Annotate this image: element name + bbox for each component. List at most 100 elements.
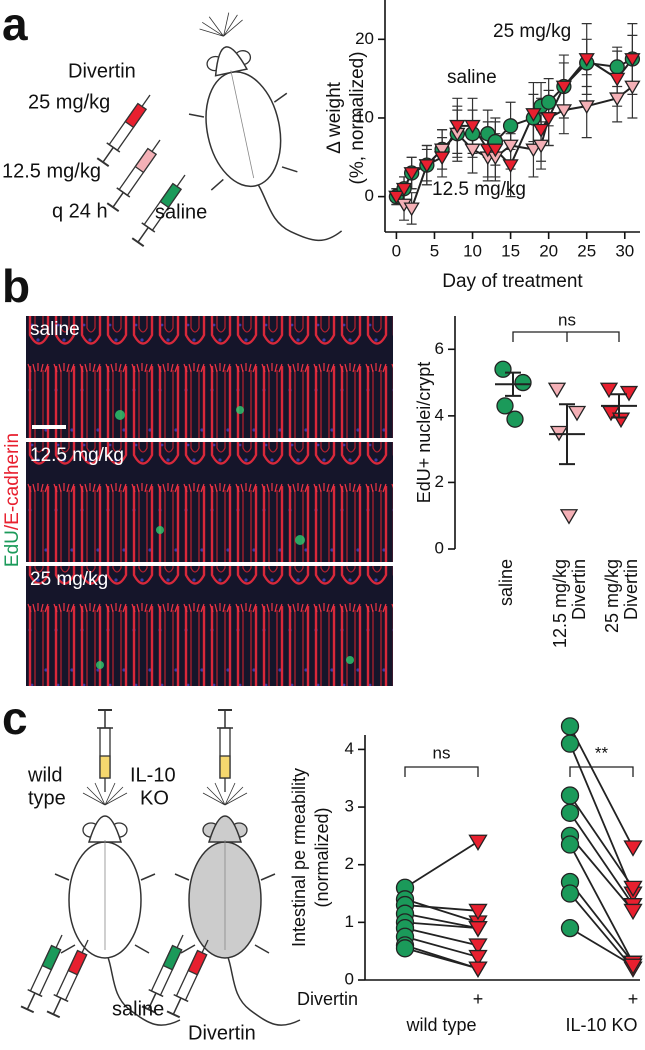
data-point <box>468 903 488 921</box>
data-point <box>468 921 488 938</box>
x-axis-label: Divertin <box>297 989 358 1009</box>
significance-label: ns <box>558 310 576 329</box>
data-point <box>560 786 580 805</box>
data-point <box>624 80 641 95</box>
pair-line <box>569 881 634 964</box>
data-point <box>506 410 524 428</box>
error-bar <box>611 393 627 419</box>
dose-label: 25 mg/kg <box>28 91 110 113</box>
y-tick-label: 1 <box>345 912 354 931</box>
data-point <box>560 835 580 854</box>
x-tick-label: 20 <box>539 241 558 260</box>
pair-line <box>569 927 634 967</box>
data-point <box>578 53 595 67</box>
data-point <box>494 360 512 378</box>
data-point <box>560 717 580 736</box>
x-tick-label: 10 <box>463 241 482 260</box>
dose-label: 12.5 mg/kg <box>2 160 101 182</box>
x-tick-label: 5 <box>430 241 439 260</box>
data-point <box>609 92 626 107</box>
pair-line <box>569 812 634 906</box>
data-point <box>464 143 481 158</box>
x-tick-label: 25 mg/kg <box>602 559 622 633</box>
y-tick-label: 3 <box>345 797 354 816</box>
treatment-label: + <box>628 989 639 1009</box>
stain-ecad: /E-cadherin <box>2 433 23 530</box>
pair-line <box>404 904 479 912</box>
y-axis-label: (normalized) <box>312 807 332 907</box>
y-tick-label: 2 <box>345 854 354 873</box>
error-bar <box>559 403 575 466</box>
pair-line <box>569 795 634 889</box>
y-tick-label: 4 <box>435 405 444 424</box>
data-point <box>468 938 488 955</box>
image-label: saline <box>30 319 80 340</box>
data-point <box>623 880 643 898</box>
data-point <box>559 509 579 525</box>
x-tick-label: 30 <box>615 241 634 260</box>
data-point <box>449 119 466 134</box>
data-point <box>560 734 580 753</box>
data-point <box>623 958 643 975</box>
data-point <box>433 151 451 166</box>
strain-label: IL-10 <box>130 764 176 786</box>
illustration-c <box>19 709 301 1026</box>
pair-line <box>404 840 479 889</box>
data-point <box>496 397 514 415</box>
image-label: 25 mg/kg <box>30 569 108 590</box>
series-label: 12.5 mg/kg <box>432 179 526 200</box>
significance-bracket <box>404 766 479 777</box>
panel-label: a <box>2 0 28 50</box>
y-tick-label: 0 <box>365 186 374 205</box>
significance-bracket <box>512 331 620 342</box>
data-point <box>609 59 625 75</box>
x-tick-label: 15 <box>501 241 520 260</box>
data-point <box>403 167 420 181</box>
data-point <box>624 53 641 67</box>
pair-line <box>404 935 479 958</box>
series-label: saline <box>447 67 497 88</box>
data-point <box>623 903 643 921</box>
x-tick-label: 25 <box>577 241 596 260</box>
pair-line <box>404 921 479 930</box>
data-point <box>623 840 643 857</box>
data-point <box>468 834 488 852</box>
control-label: saline <box>155 201 207 223</box>
x-tick-label: 0 <box>392 241 401 260</box>
data-point <box>560 803 580 822</box>
stain-edu: EdU <box>2 530 23 567</box>
data-point <box>540 112 557 126</box>
strain-label: type <box>28 787 66 809</box>
pair-line <box>569 892 634 970</box>
strain-label: KO <box>140 787 169 809</box>
data-point <box>599 382 619 399</box>
stain-label: EdU/E-cadherin <box>2 433 23 567</box>
y-axis-label: EdU+ nuclei/crypt <box>414 362 434 504</box>
image-label: 12.5 mg/kg <box>30 445 124 466</box>
x-tick-label: 12.5 mg/kg <box>550 559 570 648</box>
data-point <box>418 159 436 174</box>
y-axis-label: Intestinal pe rmeability <box>289 768 309 947</box>
data-point <box>578 100 595 115</box>
x-tick-label: saline <box>496 559 516 606</box>
data-point <box>547 382 567 399</box>
micrographs <box>26 316 393 686</box>
series-label: 25 mg/kg <box>493 21 571 42</box>
pair-line <box>569 725 634 848</box>
data-point <box>395 939 415 958</box>
data-point <box>555 104 573 119</box>
data-point <box>611 412 631 429</box>
data-point <box>555 80 573 95</box>
error-bar <box>505 371 521 397</box>
data-point <box>468 949 488 967</box>
data-point <box>502 159 519 174</box>
panel-label: c <box>2 692 28 744</box>
pair-line <box>404 947 479 970</box>
strain-label: wild <box>27 764 62 786</box>
significance-bracket <box>569 766 634 777</box>
group-label: wild type <box>405 1015 476 1035</box>
x-axis-label: Day of treatment <box>442 271 583 292</box>
treatment-label: + <box>473 989 484 1009</box>
data-point <box>525 108 542 122</box>
y-tick-label: 20 <box>355 29 374 48</box>
